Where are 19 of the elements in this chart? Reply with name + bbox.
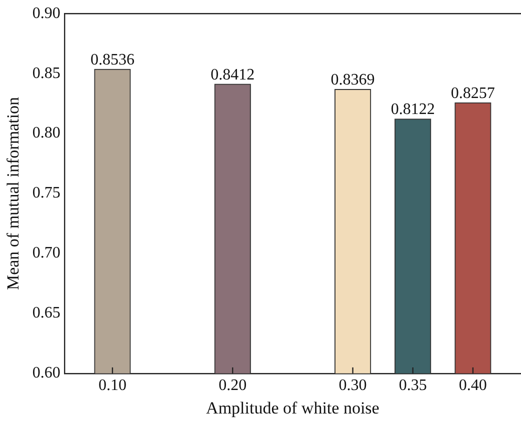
data-label: 0.8536 — [90, 51, 134, 68]
data-label: 0.8412 — [210, 66, 255, 84]
y-tick-label: 0.65 — [32, 304, 60, 322]
data-label: 0.8369 — [330, 71, 375, 88]
y-tick-label: 0.75 — [32, 184, 60, 202]
x-tick-label: 0.30 — [338, 377, 367, 394]
y-tick-label: 0.60 — [32, 364, 60, 382]
y-tick-label: 0.90 — [32, 4, 60, 22]
x-tick-label: 0.35 — [398, 377, 427, 394]
data-label: 0.8122 — [390, 101, 435, 118]
x-tick-label: 0.20 — [218, 377, 247, 394]
x-axis-title: Amplitude of white noise — [206, 398, 380, 418]
data-label: 0.8257 — [450, 84, 495, 102]
y-tick-label: 0.70 — [32, 244, 60, 262]
y-tick-label: 0.80 — [32, 124, 60, 142]
y-tick-label: 0.85 — [32, 64, 60, 82]
x-tick-label: 0.40 — [458, 377, 487, 394]
x-tick-label: 0.10 — [98, 377, 126, 394]
y-axis-title: Mean of mutual information — [4, 96, 23, 290]
